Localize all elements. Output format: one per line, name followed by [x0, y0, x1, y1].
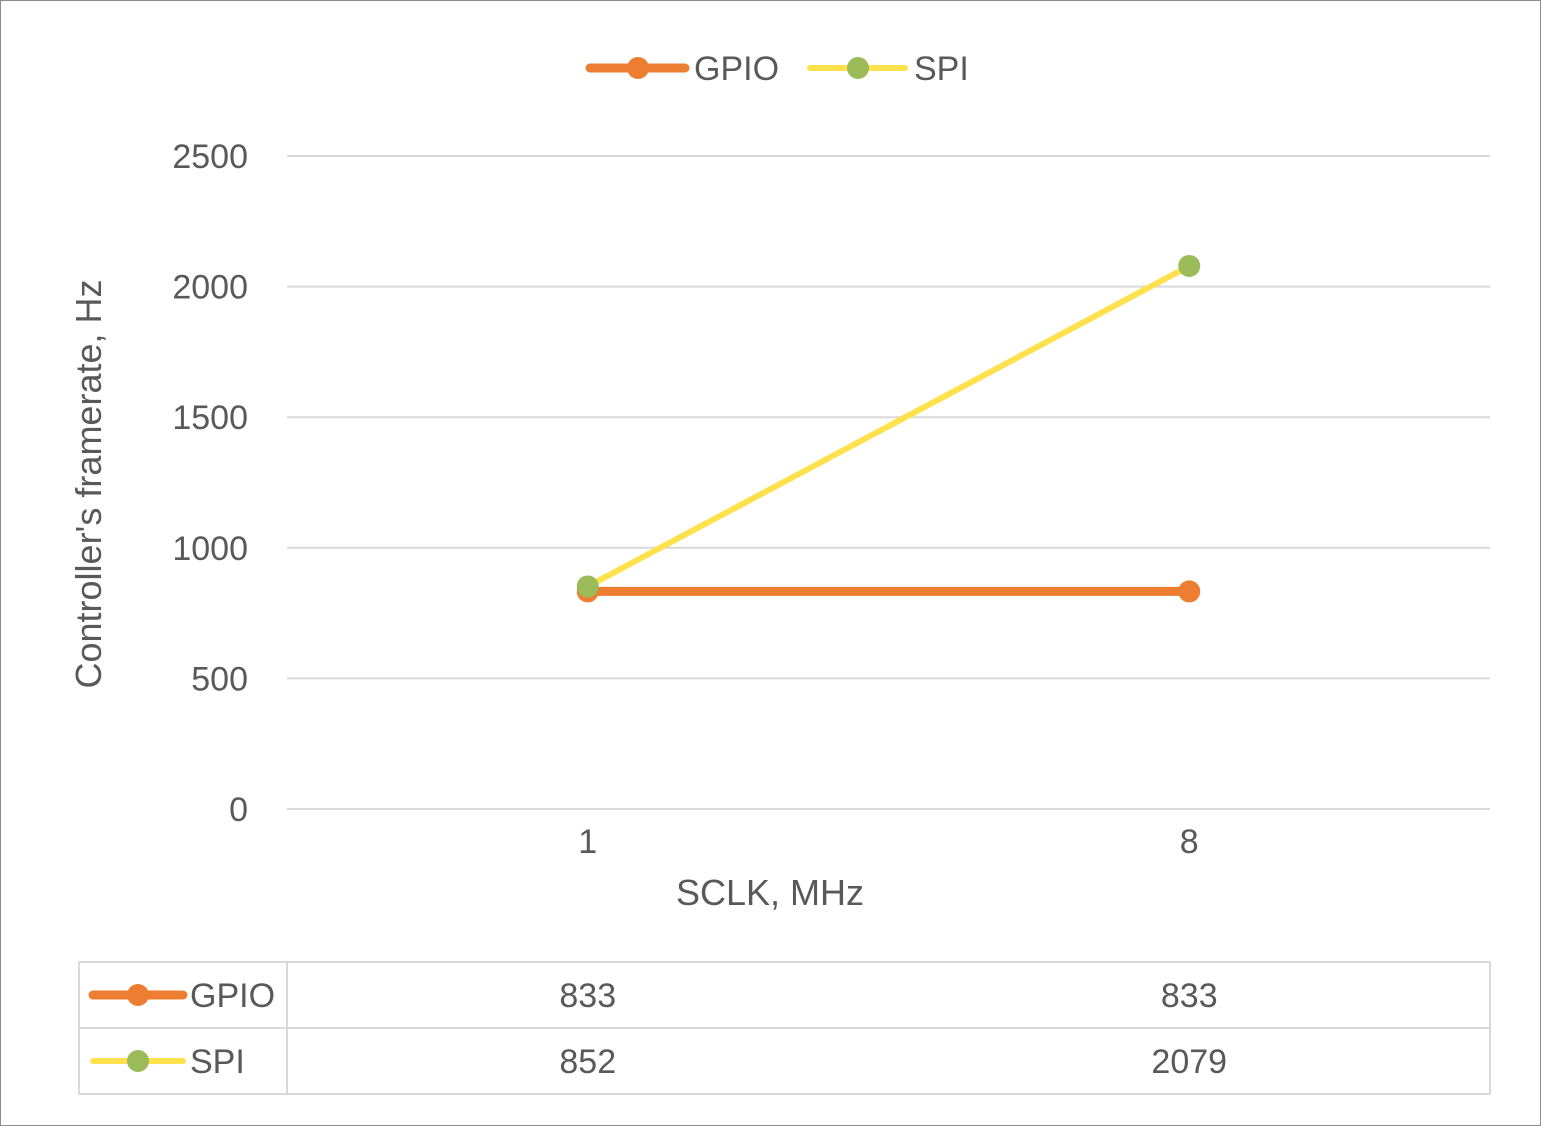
y-tick-label: 0: [229, 791, 248, 829]
legend-label-spi: SPI: [914, 50, 969, 88]
data-table-series-label-spi: SPI: [190, 1043, 245, 1081]
data-table-key-marker-gpio: [127, 984, 149, 1006]
gridlines: [287, 155, 1490, 810]
x-axis-label: SCLK, MHz: [676, 872, 864, 913]
x-tick-label: 8: [1180, 823, 1199, 861]
legend-label-gpio: GPIO: [694, 50, 779, 88]
y-tick-label: 2500: [172, 138, 248, 176]
data-table-key-marker-spi: [127, 1050, 149, 1072]
legend-marker-spi: [847, 57, 869, 79]
data-table-cell: 833: [1161, 977, 1218, 1015]
series-lines: [576, 254, 1201, 603]
data-point-gpio: [1178, 580, 1201, 603]
data-table-cell: 852: [559, 1043, 616, 1081]
legend: GPIO SPI: [585, 50, 969, 88]
data-point-spi: [576, 575, 599, 598]
y-tick-label: 1500: [172, 399, 248, 437]
data-point-spi: [1178, 254, 1201, 277]
y-tick-label: 1000: [172, 530, 248, 568]
data-table-series-label-gpio: GPIO: [190, 977, 275, 1015]
y-tick-label: 500: [191, 660, 248, 698]
data-table: GPIO 833 833 SPI 852 2079: [78, 961, 1491, 1095]
x-tick-label: 1: [578, 823, 597, 861]
y-axis-label: Controller's framerate, Hz: [68, 280, 109, 689]
y-tick-labels: 0 500 1000 1500 2000 2500: [172, 138, 248, 829]
series-line-spi: [584, 262, 1193, 590]
y-tick-label: 2000: [172, 269, 248, 307]
data-table-cell: 833: [559, 977, 616, 1015]
data-table-cell: 2079: [1151, 1043, 1227, 1081]
legend-marker-gpio: [627, 57, 649, 79]
